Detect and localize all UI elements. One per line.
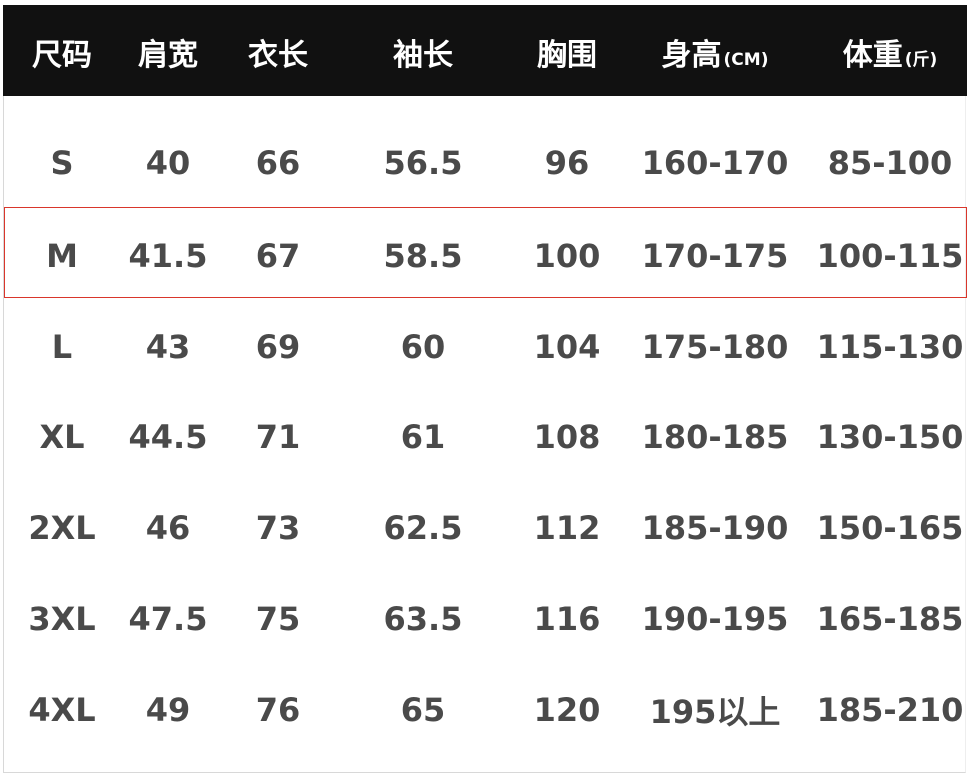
table-cell: 4XL [28, 691, 96, 729]
header-cell: 身高 (CM) [662, 30, 769, 74]
header-cell: 体重 (斤) [843, 30, 938, 74]
table-cell: 43 [145, 328, 191, 366]
header-label: 袖长 [393, 38, 453, 73]
table-cell: 41.5 [128, 237, 208, 275]
table-cell: 62.5 [383, 509, 463, 547]
table-frame [3, 5, 966, 773]
table-cell: 46 [145, 509, 191, 547]
header-label: 肩宽 [138, 38, 198, 73]
header-cell: 肩宽 [138, 30, 198, 74]
table-cell: L [51, 328, 73, 366]
table-cell: XL [39, 418, 85, 456]
header-cell: 袖长 [393, 30, 453, 74]
table-cell: 165-185 [816, 600, 964, 638]
table-cell: 190-195 [641, 600, 789, 638]
table-cell: 61 [400, 418, 446, 456]
highlight-box [4, 207, 967, 298]
table-cell: 85-100 [827, 144, 953, 182]
table-cell: 130-150 [816, 418, 964, 456]
header-unit: (斤) [904, 50, 938, 70]
table-cell: 160-170 [641, 144, 789, 182]
header-label: 衣长 [248, 38, 308, 73]
table-cell: 175-180 [641, 328, 789, 366]
header-unit: (CM) [723, 50, 769, 70]
table-cell: 96 [544, 144, 590, 182]
header-cell: 尺码 [32, 30, 92, 74]
table-cell: 185-210 [816, 691, 964, 729]
table-cell: 3XL [28, 600, 96, 638]
table-cell: 66 [255, 144, 301, 182]
table-cell: 75 [255, 600, 301, 638]
table-cell: S [50, 144, 74, 182]
table-cell: 185-190 [641, 509, 789, 547]
table-cell: 67 [255, 237, 301, 275]
header-label: 尺码 [32, 38, 92, 73]
table-cell: 112 [533, 509, 601, 547]
table-cell: 2XL [28, 509, 96, 547]
table-cell: 44.5 [128, 418, 208, 456]
table-cell: 49 [145, 691, 191, 729]
table-cell: 100 [533, 237, 601, 275]
table-cell: 40 [145, 144, 191, 182]
table-cell: 120 [533, 691, 601, 729]
table-cell: 104 [533, 328, 601, 366]
header-band [3, 5, 967, 96]
table-cell: M [46, 237, 78, 275]
table-cell: 71 [255, 418, 301, 456]
table-cell: 60 [400, 328, 446, 366]
header-label: 体重 [842, 38, 903, 73]
table-cell: 116 [533, 600, 601, 638]
table-cell: 65 [400, 691, 446, 729]
table-cell: 58.5 [383, 237, 463, 275]
header-label: 身高 [661, 38, 722, 73]
table-cell: 56.5 [383, 144, 463, 182]
table-cell: 100-115 [816, 237, 964, 275]
table-cell: 47.5 [128, 600, 208, 638]
table-cell: 76 [255, 691, 301, 729]
table-cell: 180-185 [641, 418, 789, 456]
table-cell: 63.5 [383, 600, 463, 638]
table-cell: 108 [533, 418, 601, 456]
table-cell: 115-130 [816, 328, 964, 366]
header-label: 胸围 [537, 38, 597, 73]
table-cell: 73 [255, 509, 301, 547]
header-cell: 衣长 [248, 30, 308, 74]
table-cell: 170-175 [641, 237, 789, 275]
table-cell: 195以上 [649, 693, 781, 731]
header-cell: 胸围 [537, 30, 597, 74]
table-cell: 150-165 [816, 509, 964, 547]
table-cell: 69 [255, 328, 301, 366]
